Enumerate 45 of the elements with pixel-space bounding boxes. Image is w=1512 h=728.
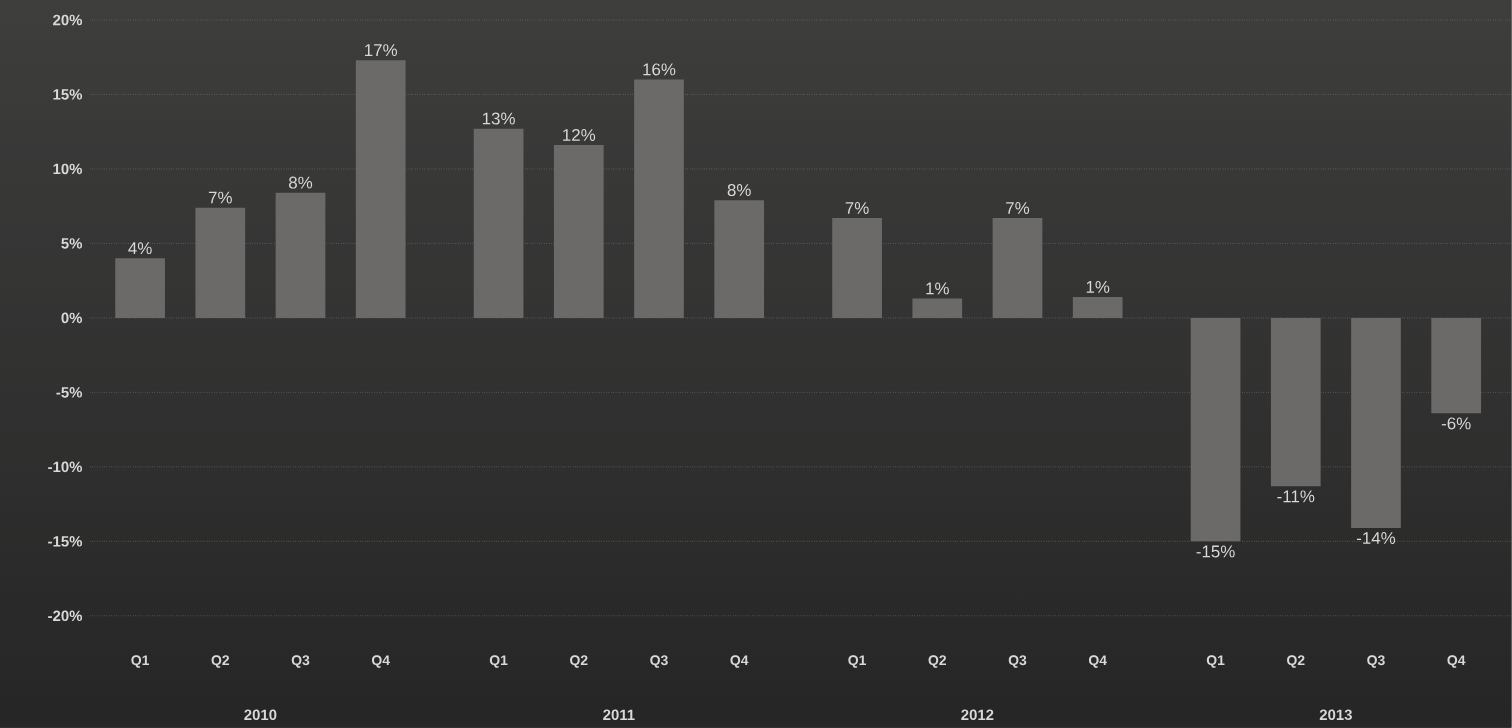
x-tick-label: Q1 [1206,655,1225,668]
text: 2013 [1319,709,1352,721]
x-tick-label: Q1 [131,655,150,668]
data-label: -15% [1196,545,1235,558]
x-tick-label: Q3 [291,655,310,668]
data-label: 1% [926,282,949,295]
data-label: 8% [289,176,313,189]
y-tick-label: -20% [48,610,83,622]
x-tick-label: Q4 [1447,655,1466,668]
x-tick-label: Q3 [650,655,668,668]
x-tick-label: Q4 [371,655,390,668]
y-tick-label: 20% [53,14,83,26]
data-label: -6% [1441,417,1471,430]
y-tick-label: -15% [48,536,83,547]
x-tick-label: Q2 [1287,655,1305,668]
data-label: -11% [1277,490,1315,503]
data-label: 16% [643,63,676,76]
x-tick-label: Q3 [1008,655,1027,668]
data-label: 7% [845,202,869,214]
y-tick-label: -5% [56,387,83,398]
data-label: -14% [1356,532,1396,545]
x-tick-label: Q2 [928,655,947,668]
data-label: 13% [482,112,515,125]
x-tick-label: Q2 [570,655,588,668]
text: 2012 [961,709,994,721]
x-tick-label: Q3 [1367,655,1385,668]
y-tick-label: -10% [48,461,83,473]
data-label: 1% [1086,281,1110,293]
data-label: 17% [365,44,398,57]
data-label: 8% [727,184,751,197]
data-label: 12% [563,129,596,142]
y-tick-label: 5% [61,238,83,249]
x-tick-label: Q4 [730,655,749,668]
data-label: 7% [1006,202,1030,214]
y-tick-label: 15% [53,89,83,100]
x-tick-label: Q1 [848,655,866,668]
text: 2010 [244,709,277,721]
x-tick-label: Q1 [489,655,508,668]
data-label: 7% [208,191,232,204]
data-label: 4% [128,242,152,255]
text: 2011 [603,709,635,721]
y-tick-label: 0% [61,312,83,324]
x-tick-label: Q2 [211,655,230,668]
x-tick-label: Q4 [1088,655,1107,668]
y-tick-label: 10% [53,163,83,175]
